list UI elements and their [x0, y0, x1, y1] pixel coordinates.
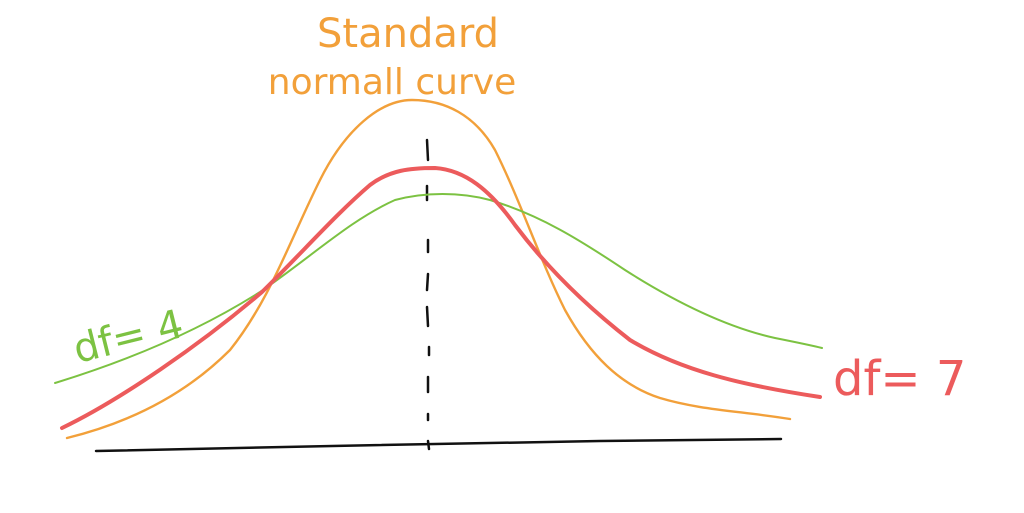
mean-dashed-line	[425, 138, 431, 451]
normal-curve-label-line1: Standard	[317, 11, 499, 57]
x-axis-line	[94, 437, 783, 453]
t-distribution-df4-curve	[54, 193, 823, 384]
df7-label: df= 7	[833, 351, 966, 407]
standard-normal-curve	[65, 98, 792, 440]
normal-curve-label-line2: normall curve	[268, 62, 516, 103]
t-distribution-df7-curve	[60, 166, 822, 430]
